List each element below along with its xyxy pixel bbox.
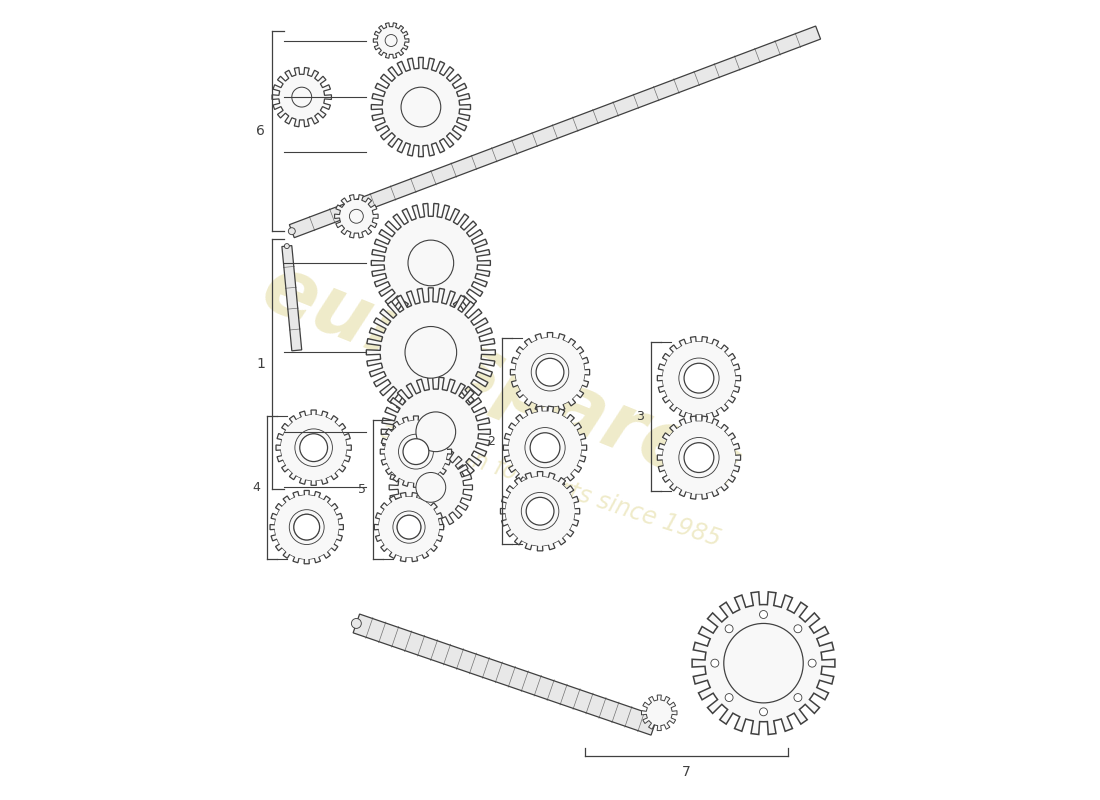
Polygon shape <box>282 246 301 351</box>
Circle shape <box>385 34 397 46</box>
Polygon shape <box>641 695 676 730</box>
Circle shape <box>711 659 718 667</box>
Circle shape <box>393 511 425 543</box>
Circle shape <box>275 495 339 559</box>
Circle shape <box>808 659 816 667</box>
Circle shape <box>385 421 447 482</box>
Polygon shape <box>271 490 343 564</box>
Circle shape <box>397 515 421 539</box>
Circle shape <box>402 87 441 127</box>
Text: a passion for parts since 1985: a passion for parts since 1985 <box>376 418 724 551</box>
Circle shape <box>759 610 768 618</box>
Polygon shape <box>272 67 331 126</box>
Polygon shape <box>382 378 491 486</box>
Circle shape <box>794 625 802 633</box>
Polygon shape <box>510 333 590 412</box>
Polygon shape <box>374 493 443 562</box>
Circle shape <box>679 358 719 398</box>
Polygon shape <box>381 416 452 487</box>
Circle shape <box>508 411 581 484</box>
Circle shape <box>684 363 714 393</box>
Polygon shape <box>372 58 471 157</box>
Circle shape <box>299 434 328 462</box>
Circle shape <box>662 422 735 494</box>
Circle shape <box>288 228 295 234</box>
Text: eurospares: eurospares <box>250 249 751 512</box>
Circle shape <box>526 498 554 525</box>
Circle shape <box>416 473 446 502</box>
Text: 1: 1 <box>256 358 265 371</box>
Circle shape <box>516 338 584 406</box>
Text: 7: 7 <box>682 766 691 779</box>
Text: 6: 6 <box>256 124 265 138</box>
Circle shape <box>398 434 433 469</box>
Circle shape <box>350 210 363 223</box>
Circle shape <box>724 623 803 703</box>
Circle shape <box>285 243 289 249</box>
Circle shape <box>289 510 324 545</box>
Polygon shape <box>289 26 821 238</box>
Text: 4: 4 <box>252 481 260 494</box>
Polygon shape <box>658 337 740 420</box>
Circle shape <box>417 338 444 366</box>
Circle shape <box>403 438 429 465</box>
Circle shape <box>794 694 802 702</box>
Circle shape <box>280 415 346 481</box>
Circle shape <box>295 429 332 466</box>
Circle shape <box>425 421 447 442</box>
Circle shape <box>684 442 714 473</box>
Circle shape <box>422 478 440 496</box>
Polygon shape <box>373 22 409 58</box>
Polygon shape <box>353 614 658 735</box>
Circle shape <box>759 708 768 716</box>
Polygon shape <box>389 446 473 529</box>
Circle shape <box>536 358 564 386</box>
Circle shape <box>378 497 439 558</box>
Circle shape <box>525 427 565 468</box>
Circle shape <box>296 91 308 103</box>
Circle shape <box>351 618 361 629</box>
Polygon shape <box>504 406 586 490</box>
Circle shape <box>521 493 559 530</box>
Circle shape <box>408 240 453 286</box>
Polygon shape <box>366 288 495 417</box>
Polygon shape <box>692 592 835 734</box>
Text: 3: 3 <box>637 410 645 423</box>
Circle shape <box>725 694 733 702</box>
Circle shape <box>662 342 735 414</box>
Polygon shape <box>372 203 491 322</box>
Circle shape <box>397 515 421 539</box>
Text: 2: 2 <box>487 434 495 448</box>
Circle shape <box>725 625 733 633</box>
Circle shape <box>416 412 455 452</box>
Circle shape <box>679 438 719 478</box>
Circle shape <box>506 477 574 546</box>
Circle shape <box>405 326 456 378</box>
Polygon shape <box>658 416 740 499</box>
Polygon shape <box>334 194 378 238</box>
Circle shape <box>531 354 569 391</box>
Polygon shape <box>276 410 351 486</box>
Polygon shape <box>500 471 580 551</box>
Text: 5: 5 <box>359 483 366 496</box>
Circle shape <box>418 250 443 276</box>
Circle shape <box>294 514 320 540</box>
Circle shape <box>292 87 311 107</box>
Circle shape <box>409 95 432 119</box>
Circle shape <box>294 514 320 540</box>
Circle shape <box>530 433 560 462</box>
